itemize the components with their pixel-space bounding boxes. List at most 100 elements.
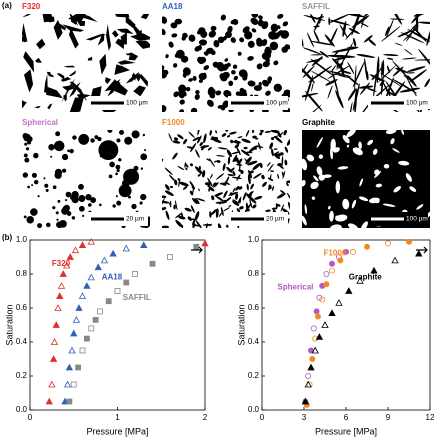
- particle: [401, 57, 417, 60]
- data-point: [405, 238, 412, 245]
- particle: [406, 22, 419, 42]
- data-point: [363, 243, 370, 250]
- particle: [258, 15, 263, 20]
- particle: [118, 184, 132, 198]
- particle: [232, 64, 238, 69]
- particle: [215, 130, 218, 134]
- particle: [209, 211, 212, 218]
- particle: [69, 81, 88, 102]
- particle: [302, 47, 322, 55]
- particle: [249, 145, 259, 152]
- data-point: [315, 333, 324, 340]
- particle: [164, 167, 173, 176]
- particle: [106, 24, 111, 51]
- particle: [353, 38, 357, 47]
- particle: [304, 74, 314, 102]
- particle: [133, 165, 139, 171]
- particle: [267, 177, 274, 181]
- particle: [63, 93, 67, 102]
- particle: [165, 184, 170, 191]
- particle: [48, 143, 55, 151]
- particle: [62, 84, 75, 91]
- particle: [406, 76, 419, 100]
- particle: [335, 214, 348, 222]
- particle: [228, 205, 232, 207]
- data-point: [335, 299, 343, 306]
- particle: [331, 70, 339, 96]
- y-tick-label: 0.8: [16, 269, 28, 278]
- particle: [280, 190, 285, 194]
- particle: [24, 142, 28, 146]
- scale-label: 20 µm: [266, 216, 284, 223]
- particle: [168, 133, 173, 142]
- y-tick-label: 0.0: [16, 405, 28, 414]
- particle: [194, 166, 203, 174]
- particle: [144, 149, 147, 152]
- particle: [371, 73, 378, 81]
- x-tick-label: 0: [28, 413, 33, 422]
- particle: [330, 138, 336, 152]
- particle: [407, 66, 426, 73]
- particle: [227, 173, 234, 177]
- particle: [390, 138, 395, 145]
- particle: [385, 77, 394, 101]
- particle: [192, 218, 196, 226]
- particle: [327, 70, 352, 77]
- particle: [249, 191, 254, 195]
- particle: [238, 186, 243, 190]
- particle: [180, 55, 189, 63]
- particle: [385, 18, 394, 39]
- particle: [273, 83, 282, 92]
- series-label: SAFFIL: [123, 293, 151, 302]
- data-point: [328, 260, 335, 267]
- particle: [356, 53, 376, 58]
- particle: [68, 70, 76, 77]
- particle: [276, 203, 281, 207]
- particle: [26, 216, 34, 224]
- data-point: [83, 282, 91, 289]
- particle: [171, 33, 178, 38]
- particle: [85, 33, 107, 41]
- series-label: Graphite: [349, 273, 382, 282]
- particle: [90, 138, 95, 143]
- particle: [245, 202, 249, 211]
- particle: [335, 215, 338, 220]
- particle: [179, 109, 184, 112]
- particle: [347, 61, 355, 75]
- particle: [67, 149, 70, 153]
- data-point: [310, 325, 317, 332]
- particle: [175, 219, 183, 228]
- particle: [382, 81, 392, 99]
- particle: [232, 200, 240, 206]
- y-tick-label: 0.4: [16, 337, 28, 346]
- particle: [302, 179, 306, 187]
- particle: [426, 25, 430, 47]
- particle: [77, 20, 86, 26]
- data-point: [45, 397, 53, 405]
- particle: [217, 223, 222, 228]
- y-tick-label: 0.6: [16, 303, 28, 312]
- particle: [306, 58, 324, 63]
- data-point: [88, 325, 95, 332]
- particle: [208, 157, 215, 168]
- particle: [313, 14, 323, 32]
- particle: [72, 135, 77, 140]
- particle: [125, 52, 133, 56]
- particle: [358, 141, 362, 149]
- scale-label: 100 µm: [266, 100, 288, 107]
- particle: [373, 72, 377, 98]
- particle: [222, 163, 226, 171]
- particle: [65, 191, 72, 198]
- micrograph-label: F320: [22, 2, 41, 11]
- particle: [258, 82, 262, 87]
- particle: [394, 42, 403, 46]
- particle: [195, 149, 200, 158]
- particle: [162, 207, 167, 211]
- particle: [169, 185, 174, 189]
- particle: [184, 163, 189, 168]
- y-tick-label: 0.0: [248, 405, 260, 414]
- arrow: [191, 246, 203, 254]
- particle: [335, 180, 341, 194]
- particle: [192, 187, 195, 194]
